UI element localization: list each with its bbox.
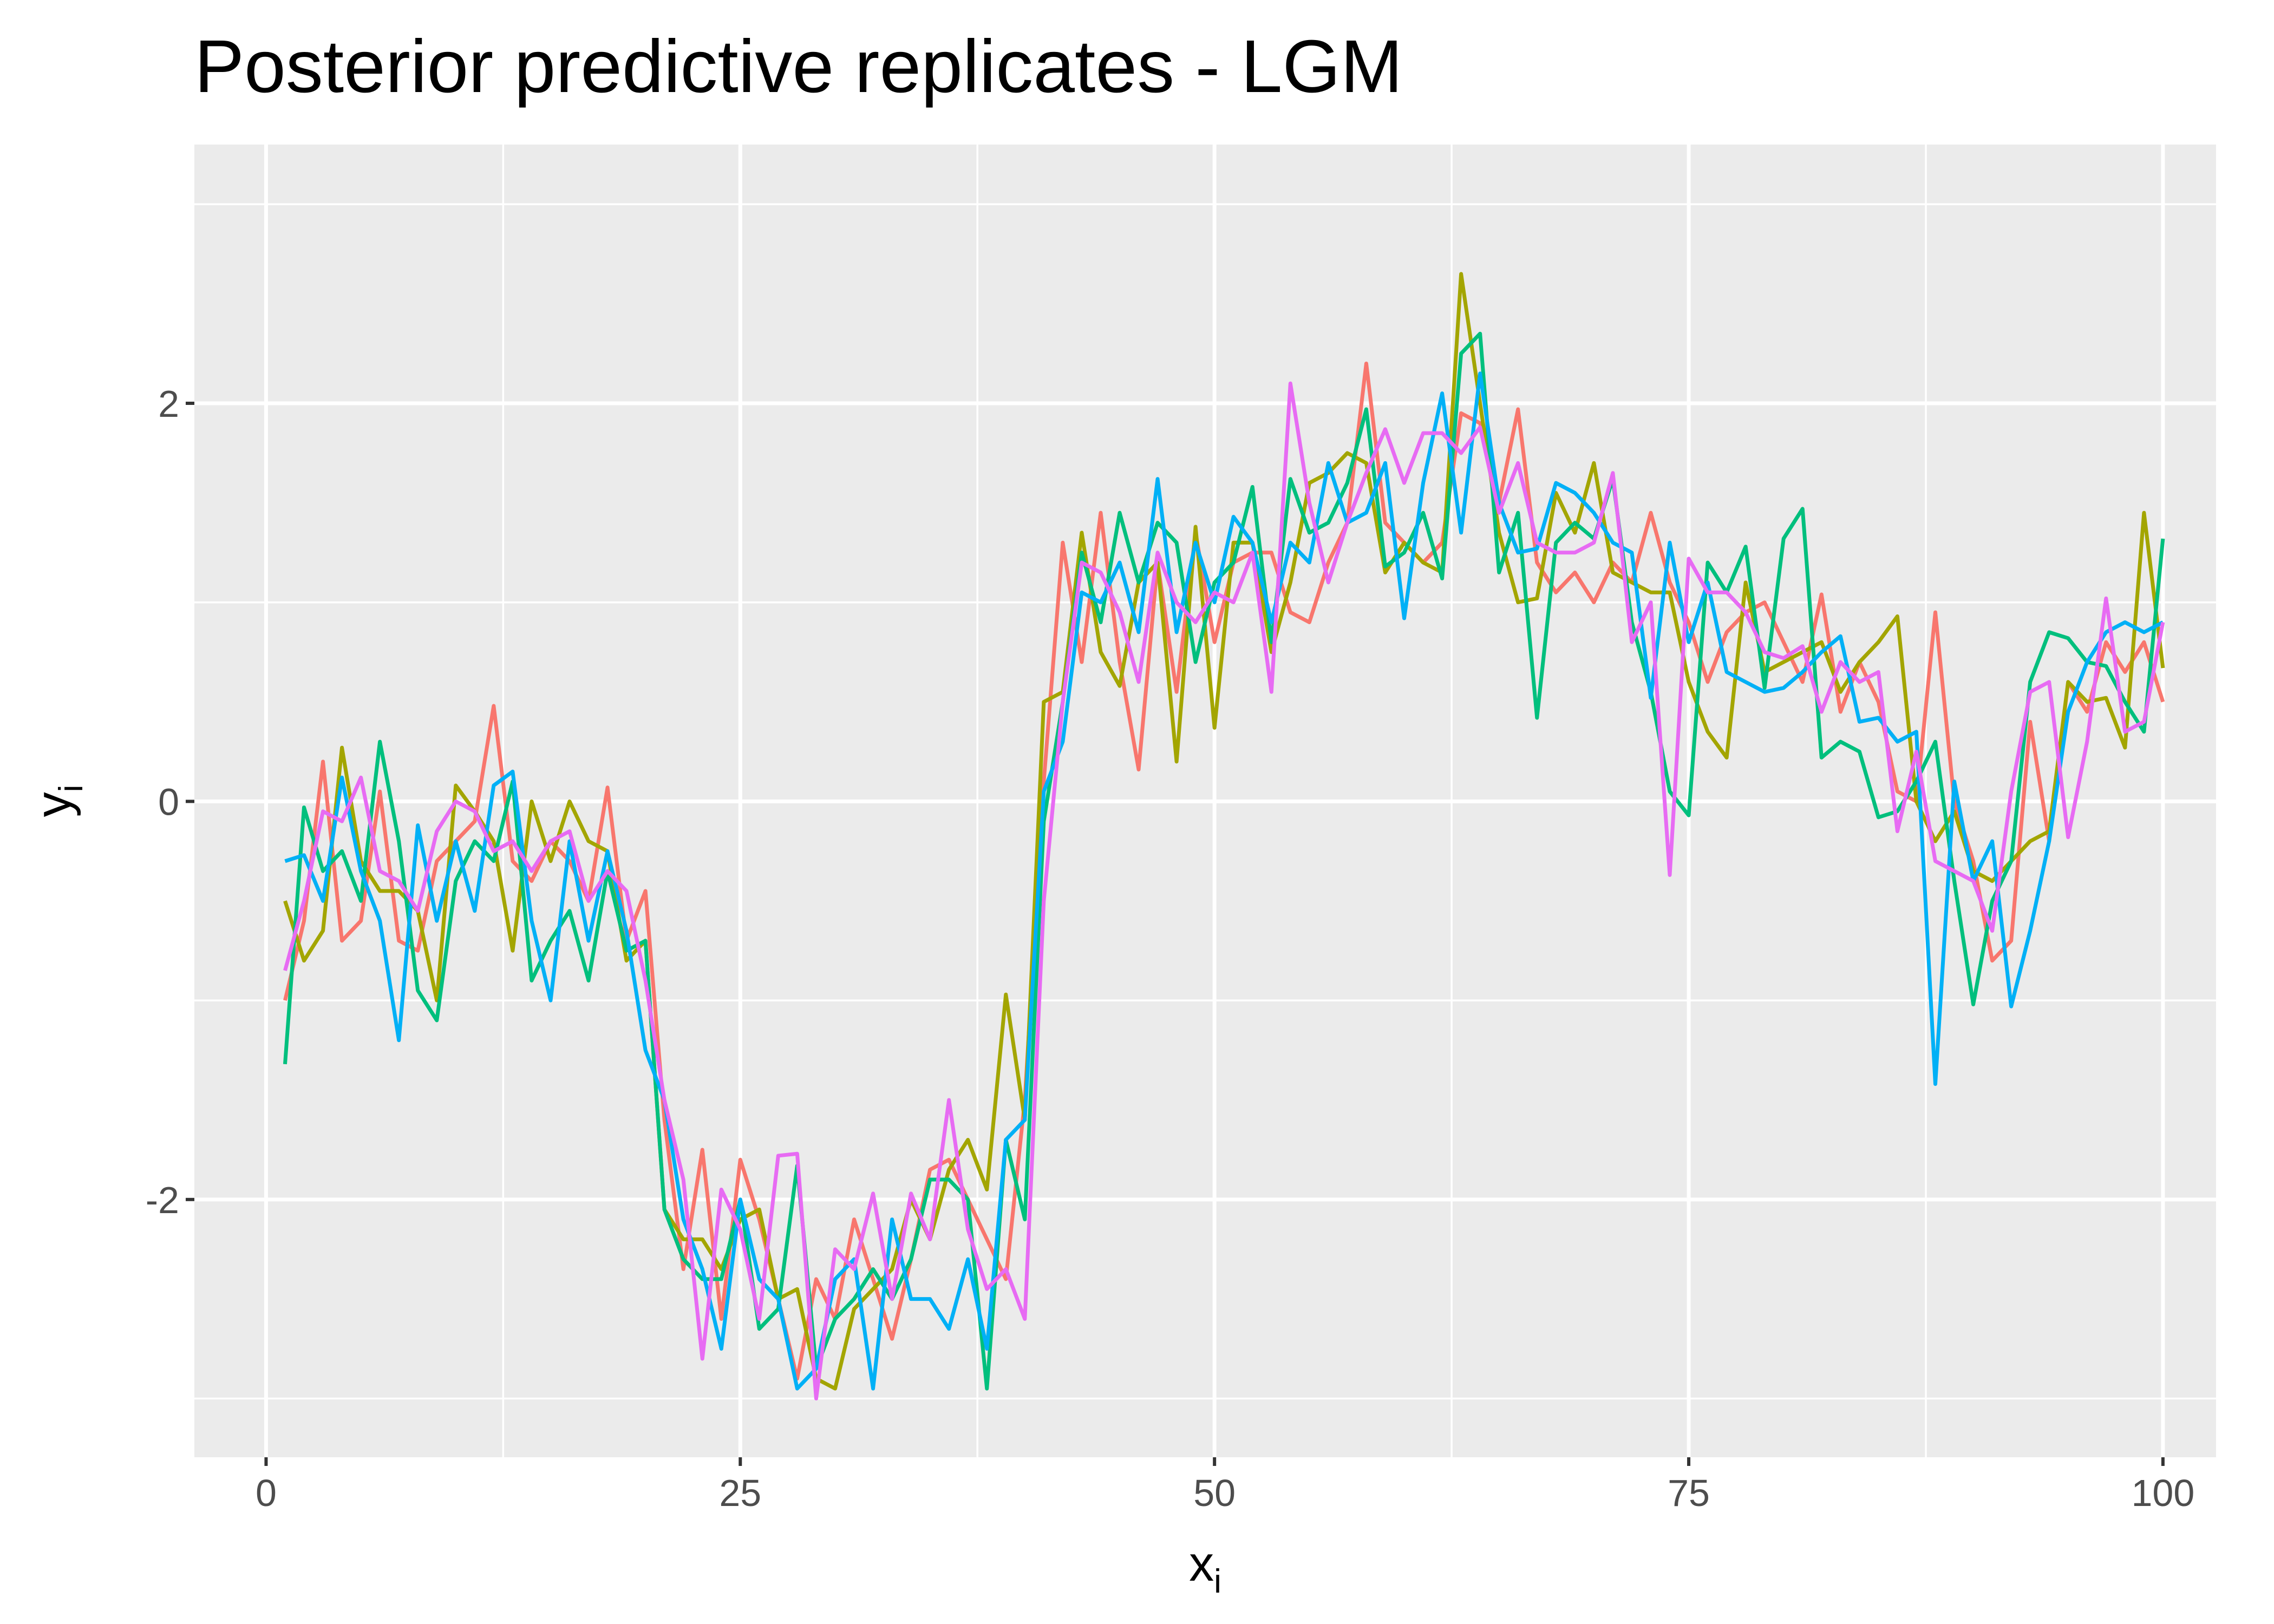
- y-tick-label: 2: [158, 383, 179, 425]
- y-axis-title-subscript: i: [53, 785, 90, 793]
- x-axis-title: xi: [1189, 1536, 1221, 1600]
- y-axis-title-main: y: [26, 792, 81, 817]
- y-axis-title: yi: [26, 785, 90, 817]
- x-axis-title-subscript: i: [1214, 1563, 1221, 1600]
- x-tick-label: 100: [2132, 1472, 2195, 1514]
- x-tick-label: 25: [719, 1472, 761, 1514]
- x-axis-title-main: x: [1189, 1536, 1214, 1592]
- chart-title: Posterior predictive replicates - LGM: [194, 25, 1403, 108]
- x-tick-label: 50: [1193, 1472, 1236, 1514]
- series-line: [283, 331, 2165, 1391]
- x-tick-label: 0: [256, 1472, 277, 1514]
- x-tick-label: 75: [1668, 1472, 1710, 1514]
- y-tick-label: 0: [158, 781, 179, 823]
- y-tick-label: -2: [146, 1179, 179, 1221]
- series-line: [283, 381, 2165, 1401]
- series-line: [284, 371, 2164, 1391]
